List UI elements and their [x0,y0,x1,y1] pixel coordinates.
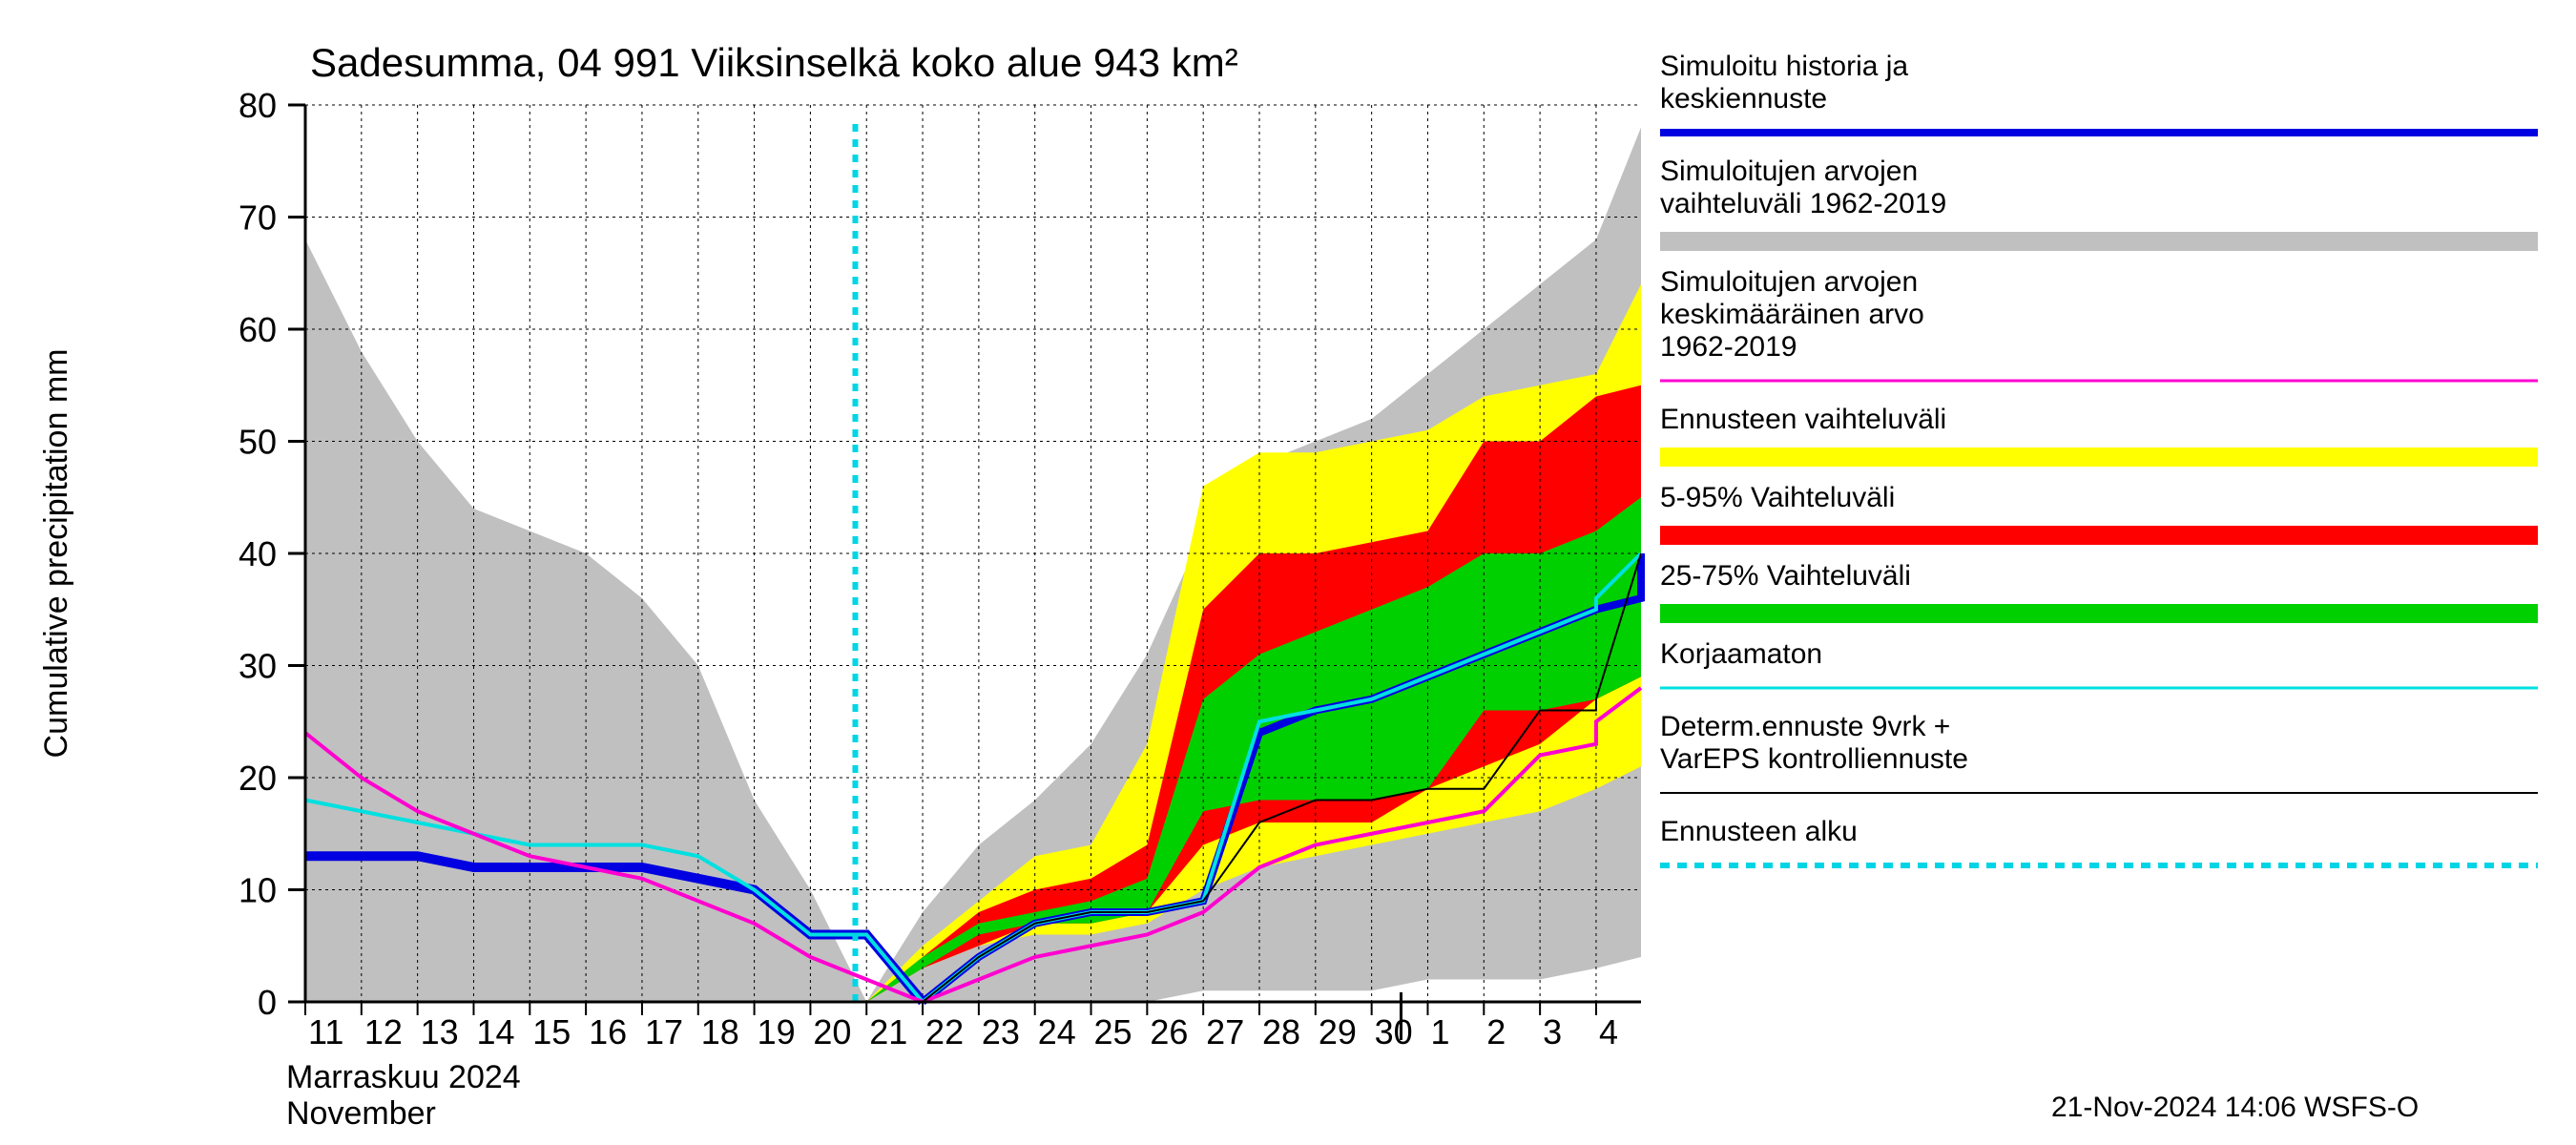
x-tick-label: 21 [869,1012,907,1051]
y-tick-label: 60 [239,310,277,349]
x-tick-label: 28 [1262,1012,1300,1051]
x-tick-label: 24 [1038,1012,1076,1051]
legend-swatch [1660,526,2538,545]
legend-label: 1962-2019 [1660,331,1797,363]
y-tick-label: 80 [239,86,277,125]
x-tick-label: 30 [1375,1012,1413,1051]
chart-title: Sadesumma, 04 991 Viiksinselkä koko alue… [310,40,1238,85]
x-tick-label: 4 [1599,1012,1618,1051]
y-axis-label: Cumulative precipitation mm [38,349,74,759]
x-tick-label: 19 [758,1012,796,1051]
x-tick-label: 25 [1094,1012,1132,1051]
legend-label: keskiennuste [1660,83,1827,114]
x-tick-label: 1 [1430,1012,1449,1051]
x-tick-label: 17 [645,1012,683,1051]
x-tick-label: 13 [421,1012,459,1051]
legend-label: Determ.ennuste 9vrk + [1660,711,1950,742]
x-tick-label: 18 [701,1012,739,1051]
month-label-fi: Marraskuu 2024 [286,1059,521,1095]
month-label-en: November [286,1095,436,1132]
y-tick-label: 30 [239,647,277,686]
y-tick-label: 40 [239,534,277,573]
x-tick-label: 14 [476,1012,514,1051]
legend-label: vaihteluväli 1962-2019 [1660,188,1946,219]
x-tick-label: 22 [925,1012,964,1051]
x-tick-label: 11 [308,1012,343,1051]
legend-swatch [1660,448,2538,467]
footer-timestamp: 21-Nov-2024 14:06 WSFS-O [2051,1092,2419,1123]
precipitation-chart: 0102030405060708011121314151617181920212… [0,0,2576,1145]
x-tick-label: 16 [589,1012,627,1051]
legend-label: Simuloitujen arvojen [1660,266,1918,298]
y-tick-label: 20 [239,759,277,798]
x-tick-label: 20 [813,1012,851,1051]
legend-swatch [1660,232,2538,251]
x-tick-label: 2 [1486,1012,1506,1051]
legend-label: keskimääräinen arvo [1660,299,1924,330]
legend-label: 5-95% Vaihteluväli [1660,482,1895,513]
x-tick-label: 3 [1543,1012,1562,1051]
legend-label: Korjaamaton [1660,638,1822,670]
x-tick-label: 27 [1206,1012,1244,1051]
y-tick-label: 50 [239,423,277,462]
legend-label: Ennusteen vaihteluväli [1660,404,1946,435]
legend-swatch [1660,604,2538,623]
legend-label: Simuloitujen arvojen [1660,156,1918,187]
x-tick-label: 29 [1319,1012,1357,1051]
y-tick-label: 10 [239,871,277,910]
legend-label: Simuloitu historia ja [1660,51,1908,82]
x-tick-label: 12 [364,1012,403,1051]
y-tick-label: 70 [239,198,277,238]
x-tick-label: 26 [1150,1012,1188,1051]
legend-label: Ennusteen alku [1660,816,1858,847]
y-tick-label: 0 [258,983,277,1022]
legend-label: 25-75% Vaihteluväli [1660,560,1911,592]
x-tick-label: 23 [982,1012,1020,1051]
legend-label: VarEPS kontrolliennuste [1660,743,1968,775]
x-tick-label: 15 [532,1012,571,1051]
